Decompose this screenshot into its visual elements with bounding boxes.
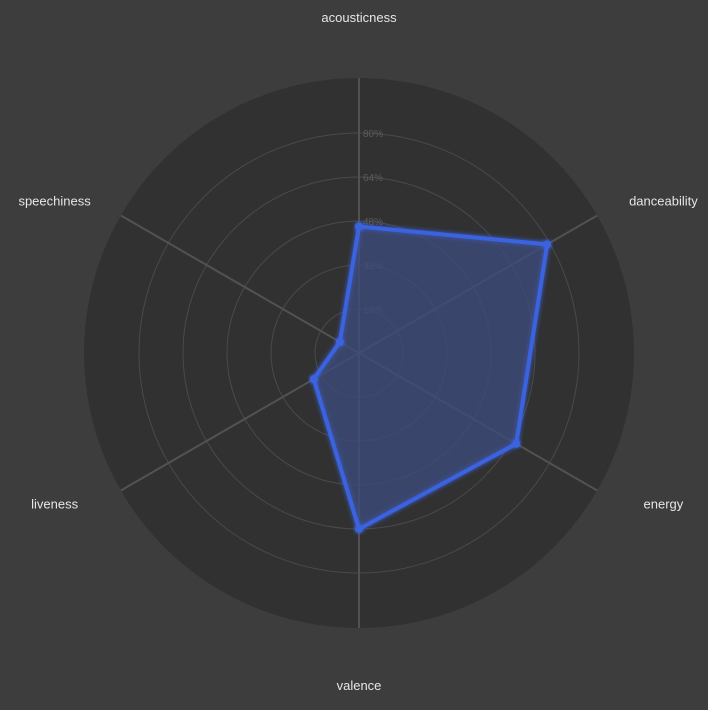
- series-point: [309, 375, 318, 384]
- series-layer: [309, 222, 552, 533]
- axis-spoke: [120, 214, 360, 354]
- axis-label-liveness: liveness: [31, 497, 78, 512]
- axis-label-danceability: danceability: [629, 194, 698, 209]
- series-point: [543, 240, 552, 249]
- axis-labels: acousticness danceability energy valence liv…: [18, 10, 698, 693]
- radial-tick-label: 64%: [363, 173, 383, 184]
- radial-tick-label: 48%: [363, 217, 383, 228]
- series-point: [512, 439, 521, 448]
- radial-tick-label: 80%: [363, 129, 383, 140]
- series-point: [355, 525, 363, 533]
- axis-label-valence: valence: [337, 678, 382, 693]
- axis-label-energy: energy: [644, 497, 684, 512]
- axis-label-acousticness: acousticness: [321, 10, 397, 25]
- axis-label-speechiness: speechiness: [18, 194, 91, 209]
- series-point: [355, 222, 363, 231]
- series-point: [335, 338, 344, 346]
